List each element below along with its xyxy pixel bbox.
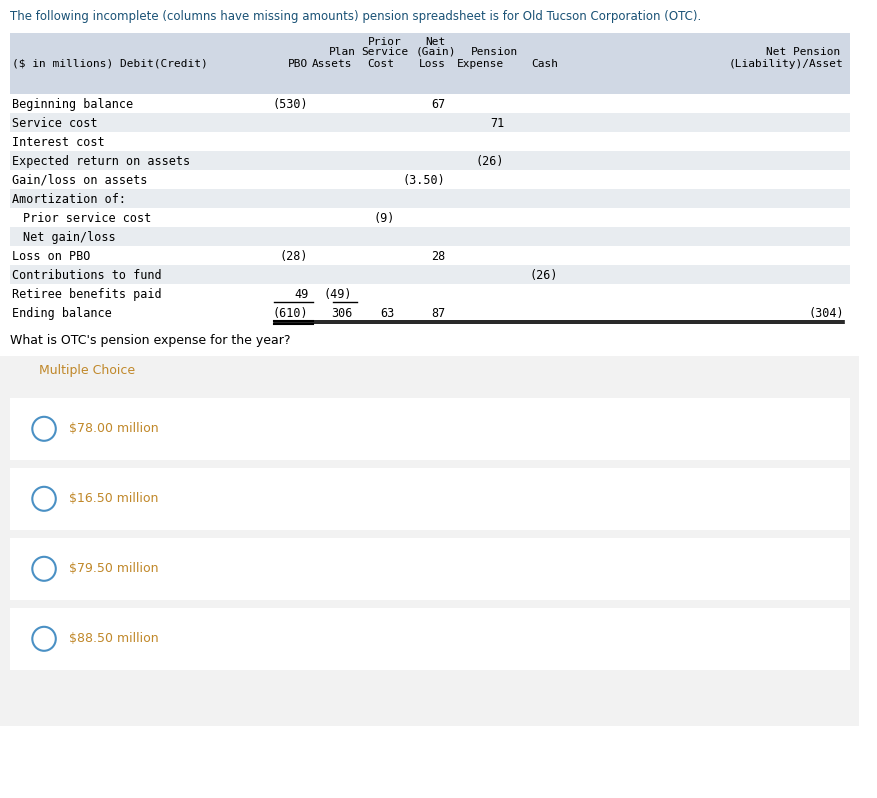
Text: (28): (28)	[280, 250, 308, 263]
Bar	[10, 608, 849, 670]
Text: Interest cost: Interest cost	[11, 136, 104, 148]
Bar	[10, 227, 849, 246]
Text: Expected return on assets: Expected return on assets	[11, 155, 189, 168]
Text: Loss on PBO: Loss on PBO	[11, 250, 90, 263]
Text: Multiple Choice: Multiple Choice	[39, 364, 135, 377]
Bar	[10, 33, 849, 94]
Text: 87: 87	[431, 306, 445, 320]
Text: Ending balance: Ending balance	[11, 306, 111, 320]
Text: Retiree benefits paid: Retiree benefits paid	[11, 288, 161, 301]
Text: PBO: PBO	[288, 59, 308, 69]
Bar	[10, 94, 849, 113]
Text: Cost: Cost	[367, 59, 394, 69]
Text: Prior service cost: Prior service cost	[24, 211, 152, 225]
Bar	[10, 132, 849, 151]
Text: Prior: Prior	[367, 37, 401, 47]
Text: Net: Net	[425, 37, 446, 47]
Text: Gain/loss on assets: Gain/loss on assets	[11, 174, 147, 187]
Text: $78.00 million: $78.00 million	[68, 422, 158, 435]
Bar	[10, 265, 849, 284]
Text: (610): (610)	[273, 306, 308, 320]
Text: Beginning balance: Beginning balance	[11, 98, 132, 111]
Bar	[10, 207, 849, 227]
Text: Cash: Cash	[531, 59, 557, 69]
Text: (Liability)/Asset: (Liability)/Asset	[728, 59, 843, 69]
Text: $16.50 million: $16.50 million	[68, 492, 158, 505]
Text: (49): (49)	[324, 288, 352, 301]
Text: 63: 63	[380, 306, 394, 320]
Text: $88.50 million: $88.50 million	[68, 632, 158, 646]
Text: $79.50 million: $79.50 million	[68, 563, 158, 575]
Text: 67: 67	[431, 98, 445, 111]
Bar	[10, 189, 849, 207]
Text: (304): (304)	[807, 306, 843, 320]
Bar	[10, 113, 849, 132]
Text: Expense: Expense	[456, 59, 503, 69]
Text: Contributions to fund: Contributions to fund	[11, 269, 161, 282]
Text: Pension: Pension	[470, 47, 517, 57]
Text: The following incomplete (columns have missing amounts) pension spreadsheet is f: The following incomplete (columns have m…	[10, 10, 700, 23]
Text: Amortization of:: Amortization of:	[11, 193, 125, 206]
Text: Plan: Plan	[329, 47, 356, 57]
Text: (26): (26)	[529, 269, 557, 282]
Bar	[0, 356, 859, 726]
Bar	[10, 246, 849, 265]
Text: ($ in millions) Debit(Credit): ($ in millions) Debit(Credit)	[11, 59, 207, 69]
Text: 306: 306	[331, 306, 352, 320]
Text: What is OTC's pension expense for the year?: What is OTC's pension expense for the ye…	[10, 334, 290, 347]
Text: Service cost: Service cost	[11, 117, 97, 130]
Text: Net Pension: Net Pension	[765, 47, 838, 57]
Text: 71: 71	[489, 117, 503, 130]
Text: (Gain): (Gain)	[415, 47, 455, 57]
Bar	[10, 468, 849, 530]
Text: Net gain/loss: Net gain/loss	[24, 231, 116, 244]
Text: (9): (9)	[373, 211, 394, 225]
Bar	[10, 151, 849, 170]
Text: (530): (530)	[273, 98, 308, 111]
Bar	[10, 284, 849, 302]
Bar	[10, 170, 849, 189]
Text: (26): (26)	[475, 155, 503, 168]
Bar	[10, 538, 849, 600]
Text: Service: Service	[360, 47, 408, 57]
Bar	[10, 302, 849, 322]
Text: 28: 28	[431, 250, 445, 263]
Text: Assets: Assets	[311, 59, 352, 69]
Bar	[10, 397, 849, 460]
Text: (3.50): (3.50)	[403, 174, 445, 187]
Text: Loss: Loss	[418, 59, 445, 69]
Text: 49: 49	[294, 288, 308, 301]
